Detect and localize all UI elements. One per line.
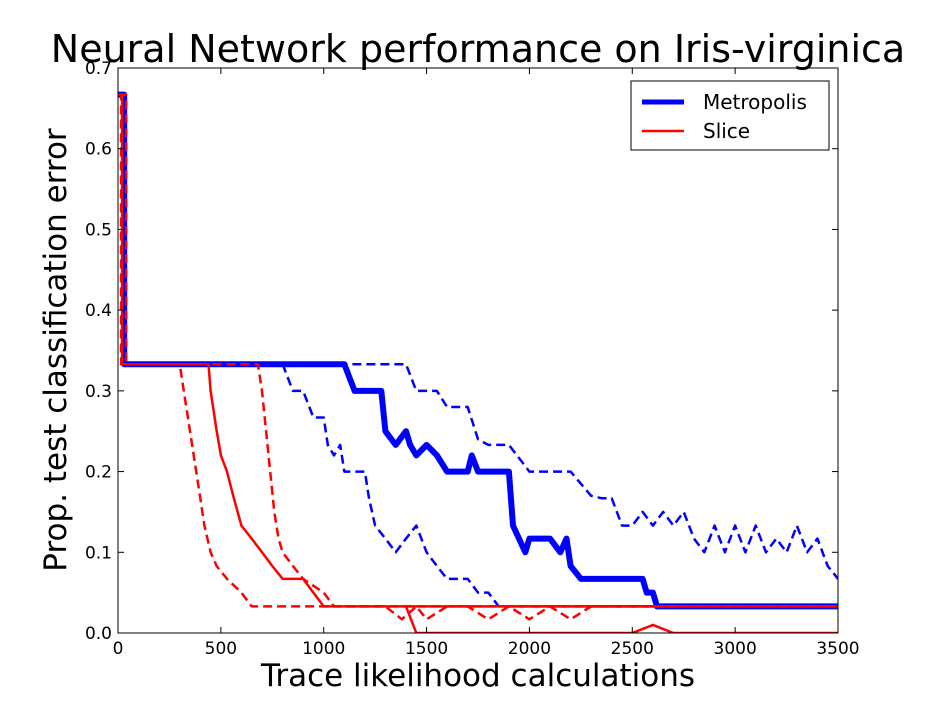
legend-slice-label: Slice <box>703 119 750 143</box>
x-tick-label: 0 <box>113 639 124 659</box>
x-tick-label: 500 <box>205 639 237 659</box>
plot-area <box>117 67 839 634</box>
legend-metropolis-label: Metropolis <box>703 90 807 114</box>
series-line-4 <box>118 93 838 608</box>
legend-box <box>630 80 830 151</box>
x-axis-label: Trace likelihood calculations <box>260 658 695 694</box>
x-tick-label: 2500 <box>611 639 654 659</box>
series-line-5 <box>118 93 838 621</box>
x-tick-label: 3000 <box>714 639 757 659</box>
plot-frame <box>117 67 839 634</box>
legend: Metropolis Slice <box>630 80 830 151</box>
y-tick-label: 0.0 <box>85 624 112 644</box>
y-axis-label: Prop. test classification error <box>38 128 74 572</box>
y-tick-label: 0.3 <box>85 382 112 402</box>
x-tick-label: 1500 <box>405 639 448 659</box>
chart-title: Neural Network performance on Iris-virgi… <box>51 27 905 71</box>
series-line-0 <box>118 91 838 610</box>
y-tick-label: 0.2 <box>85 463 112 483</box>
y-tick-label: 0.7 <box>85 59 112 79</box>
y-tick-label: 0.5 <box>85 220 112 240</box>
series-line-6 <box>404 605 838 633</box>
y-tick-label: 0.4 <box>85 301 112 321</box>
y-axis: 0.0 0.1 0.2 0.3 0.4 0.5 0.6 0.7 <box>85 59 838 644</box>
x-tick-label: 2000 <box>508 639 551 659</box>
x-axis: 0 500 1000 1500 2000 2500 3000 3500 <box>113 68 860 659</box>
x-tick-label: 3500 <box>816 639 859 659</box>
series-line-3 <box>118 93 838 608</box>
y-tick-label: 0.1 <box>85 543 112 563</box>
series-line-2 <box>118 93 838 608</box>
series-line-1 <box>118 93 838 580</box>
y-tick-label: 0.6 <box>85 140 112 160</box>
x-tick-label: 1000 <box>302 639 345 659</box>
series-layer <box>118 91 838 633</box>
